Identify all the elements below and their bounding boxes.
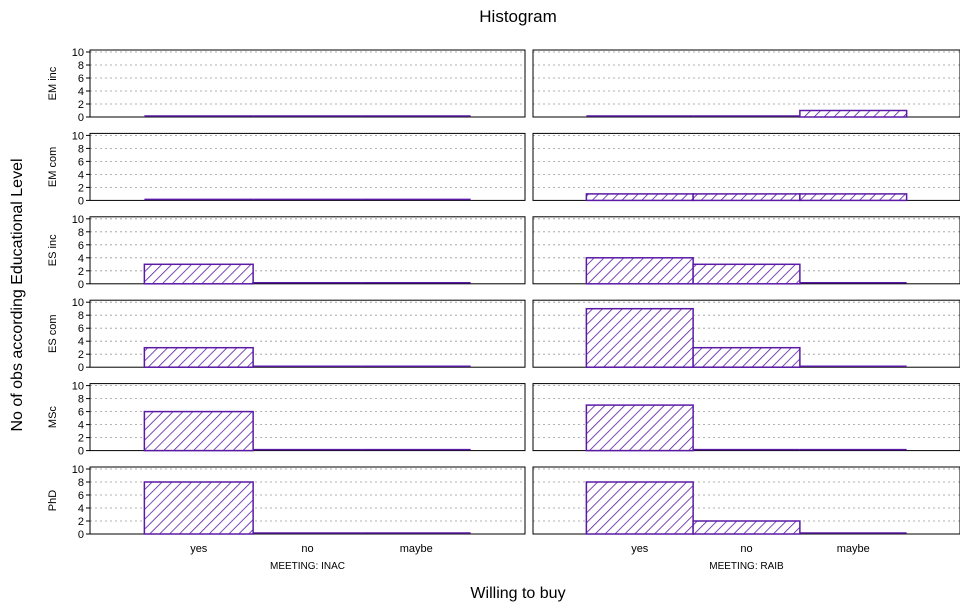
panel-frame <box>532 49 960 118</box>
row-label-es-com: ES com <box>47 314 59 353</box>
row-label-phd: PhD <box>47 490 59 511</box>
y-tick-label: 8 <box>78 227 84 239</box>
y-tick-label: 8 <box>78 394 84 406</box>
y-tick-label: 10 <box>72 214 84 226</box>
y-tick-label: 10 <box>72 381 84 393</box>
y-tick-label: 0 <box>78 362 84 374</box>
column-label-meeting-raib: MEETING: RAIB <box>709 561 784 572</box>
chart-title: Histogram <box>479 7 556 26</box>
panel-frame <box>532 383 960 452</box>
y-tick-label: 4 <box>78 420 84 432</box>
bar-phd-meeting-raib-no <box>692 520 801 535</box>
bar-phd-meeting-raib-yes <box>585 481 694 535</box>
y-tick-label: 4 <box>78 169 84 181</box>
bar-em-com-meeting-raib-no <box>692 193 801 202</box>
bar-es-inc-meeting-raib-no <box>692 263 801 285</box>
panel-frame <box>532 132 960 201</box>
panel-em-com-meeting-raib <box>532 132 960 202</box>
y-tick-label: 6 <box>78 323 84 335</box>
y-tick-label: 2 <box>78 99 84 111</box>
y-tick-label: 6 <box>78 73 84 85</box>
y-tick-label: 0 <box>78 112 84 124</box>
y-tick-label: 10 <box>72 47 84 59</box>
y-tick-label: 10 <box>72 297 84 309</box>
y-tick-label: 0 <box>78 529 84 541</box>
bar-em-inc-meeting-raib-maybe <box>799 109 908 118</box>
category-label-yes: yes <box>631 543 649 555</box>
bar-msc-meeting-inac-yes <box>143 410 254 452</box>
row-label-em-inc: EM inc <box>47 66 59 100</box>
y-tick-label: 6 <box>78 407 84 419</box>
category-label-no: no <box>740 543 752 555</box>
panel-em-inc-meeting-raib <box>532 49 960 118</box>
y-tick-label: 8 <box>78 60 84 72</box>
panel-frame <box>89 466 526 535</box>
y-tick-label: 2 <box>78 266 84 278</box>
y-tick-label: 2 <box>78 349 84 361</box>
y-tick-label: 4 <box>78 503 84 515</box>
y-tick-label: 2 <box>78 516 84 528</box>
y-tick-label: 0 <box>78 446 84 458</box>
y-tick-label: 10 <box>72 130 84 142</box>
panel-es-com-meeting-raib <box>532 299 960 368</box>
y-tick-label: 4 <box>78 336 84 348</box>
y-tick-label: 0 <box>78 279 84 291</box>
bar-es-com-meeting-raib-yes <box>585 307 694 368</box>
panel-es-inc-meeting-raib <box>532 216 960 285</box>
column-label-meeting-inac: MEETING: INAC <box>270 561 345 572</box>
y-tick-label: 8 <box>78 143 84 155</box>
panel-frame <box>89 132 526 201</box>
row-label-em-com: EM com <box>47 147 59 187</box>
row-label-es-inc: ES inc <box>47 234 59 266</box>
bar-es-inc-meeting-inac-yes <box>143 263 254 285</box>
y-tick-label: 0 <box>78 195 84 207</box>
panel-frame <box>89 299 526 368</box>
y-tick-label: 6 <box>78 156 84 168</box>
y-tick-label: 4 <box>78 253 84 265</box>
row-label-msc: MSc <box>47 406 59 429</box>
panel-frame <box>89 216 526 285</box>
category-label-no: no <box>301 543 313 555</box>
panel-msc-meeting-raib <box>532 383 960 452</box>
y-tick-label: 2 <box>78 433 84 445</box>
panel-frame <box>89 49 526 118</box>
category-label-maybe: maybe <box>837 543 870 555</box>
panel-frame <box>89 383 526 452</box>
bar-msc-meeting-raib-yes <box>585 404 694 452</box>
bar-em-com-meeting-raib-maybe <box>799 193 908 202</box>
category-label-maybe: maybe <box>400 543 433 555</box>
y-tick-label: 8 <box>78 310 84 322</box>
y-tick-label: 2 <box>78 182 84 194</box>
bar-es-com-meeting-raib-no <box>692 346 801 368</box>
category-label-yes: yes <box>190 543 208 555</box>
bar-es-inc-meeting-raib-yes <box>585 257 694 285</box>
x-axis-label: Willing to buy <box>470 585 565 602</box>
bar-es-com-meeting-inac-yes <box>143 346 254 368</box>
panel-phd-meeting-raib: yes no maybe MEETING: RAIB <box>532 466 960 572</box>
y-tick-label: 6 <box>78 240 84 252</box>
bar-phd-meeting-inac-yes <box>143 481 254 535</box>
y-tick-label: 10 <box>72 464 84 476</box>
bar-em-com-meeting-raib-yes <box>585 193 694 202</box>
y-tick-label: 4 <box>78 86 84 98</box>
y-axis-label: No of obs according Educational Level <box>9 158 26 431</box>
y-tick-label: 6 <box>78 490 84 502</box>
y-tick-label: 8 <box>78 477 84 489</box>
